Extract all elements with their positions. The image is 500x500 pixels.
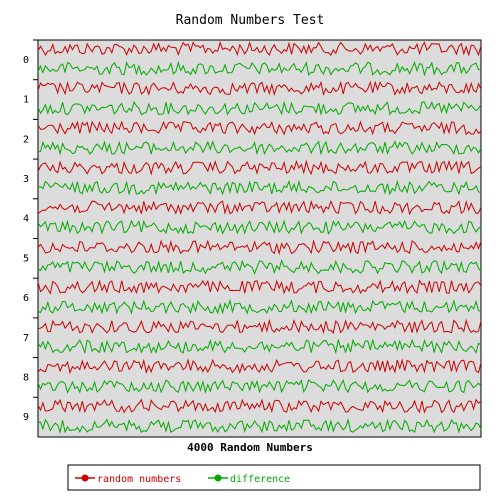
random-numbers-trace (37, 358, 482, 375)
difference-trace (37, 259, 482, 275)
difference-trace (37, 378, 482, 394)
y-tick-label: 6 (23, 293, 29, 304)
legend-label: random numbers (97, 474, 181, 485)
random-numbers-trace (37, 239, 482, 256)
y-tick-label: 2 (23, 134, 29, 145)
legend-marker (81, 474, 89, 482)
difference-trace (37, 418, 482, 435)
difference-trace (37, 338, 482, 355)
y-tick-label: 4 (23, 214, 29, 225)
difference-trace (37, 219, 482, 235)
y-tick-label: 9 (23, 412, 29, 423)
y-tick-label: 1 (23, 95, 29, 106)
random-numbers-trace (37, 80, 482, 97)
y-tick-label: 0 (23, 55, 29, 66)
legend-marker (214, 474, 222, 482)
random-numbers-trace (37, 40, 482, 57)
difference-trace (37, 60, 482, 77)
difference-trace (37, 179, 482, 196)
plot-area (37, 39, 482, 438)
chart-title: Random Numbers Test (176, 13, 325, 28)
random-numbers-trace (37, 159, 482, 176)
y-tick-label: 7 (23, 333, 29, 344)
legend-box (67, 464, 481, 491)
difference-trace (38, 140, 482, 156)
y-tick-label: 5 (23, 253, 29, 264)
difference-trace (37, 298, 482, 315)
random-numbers-trace (37, 199, 482, 216)
y-tick-label: 8 (23, 372, 29, 383)
x-axis-label: 4000 Random Numbers (187, 441, 313, 454)
random-numbers-trace (37, 120, 482, 136)
series-lines (37, 40, 482, 435)
random-numbers-trace (37, 398, 482, 414)
difference-trace (37, 100, 482, 116)
y-tick-label: 3 (23, 174, 29, 185)
y-axis: 0 1 2 3 4 5 6 7 8 9 (23, 39, 38, 423)
random-numbers-trace (37, 279, 482, 295)
random-numbers-trace (37, 318, 482, 334)
legend-label: difference (230, 474, 290, 485)
legend: random numbers difference (75, 474, 290, 485)
